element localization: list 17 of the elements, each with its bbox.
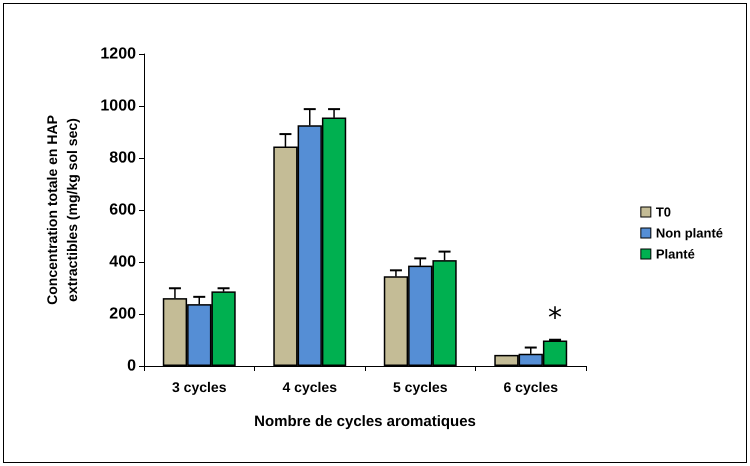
y-tick-label: 1000	[100, 98, 136, 114]
y-tick-label: 0	[127, 358, 136, 374]
x-axis-title: Nombre de cycles aromatiques	[254, 413, 476, 430]
y-tick-label: 600	[109, 202, 136, 218]
y-tick-label: 200	[109, 306, 136, 322]
y-tick-label: 1200	[100, 46, 136, 62]
legend-label: Planté	[656, 246, 695, 262]
y-tick-label: 400	[109, 254, 136, 270]
x-tick-label: 5 cycles	[393, 379, 448, 395]
legend-label: Non planté	[656, 226, 724, 240]
annotation: *	[548, 301, 562, 334]
x-tick-label: 6 cycles	[504, 379, 558, 395]
y-tick-label: 800	[109, 150, 136, 166]
x-tick-label: 4 cycles	[282, 379, 338, 395]
x-tick-label: 3 cycles	[172, 379, 227, 395]
y-axis-title: Concentration totale en HAP extractibles (mg/kg sol sec)	[44, 115, 80, 305]
legend-label: T0	[656, 204, 672, 220]
